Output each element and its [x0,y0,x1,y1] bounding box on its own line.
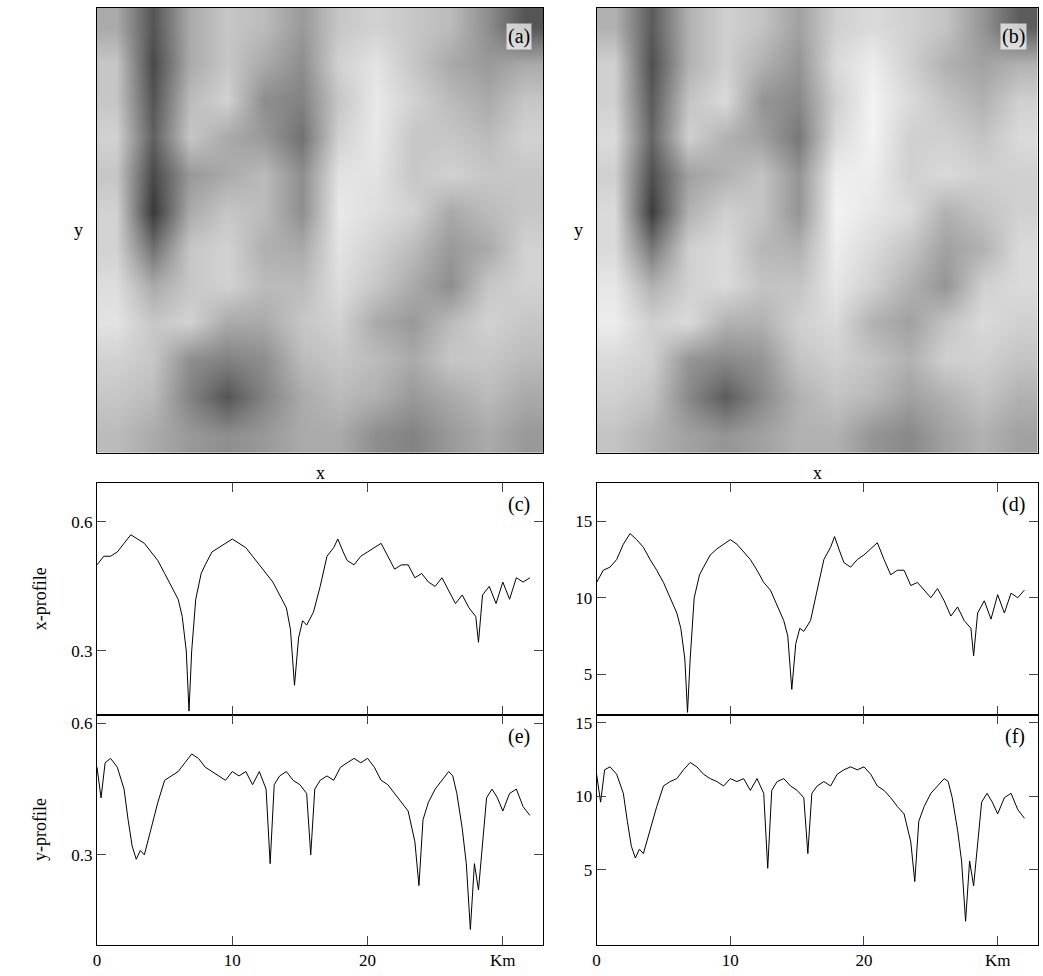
svg-text:(d): (d) [1002,493,1025,516]
svg-text:10: 10 [575,589,592,608]
svg-text:0.3: 0.3 [71,846,92,865]
svg-text:(f): (f) [1005,725,1025,748]
svg-text:(b): (b) [1002,25,1025,48]
svg-text:(e): (e) [508,725,530,748]
svg-text:(c): (c) [508,493,530,516]
svg-text:20: 20 [855,951,872,970]
svg-text:Km: Km [985,951,1011,970]
svg-text:10: 10 [224,951,241,970]
svg-text:5: 5 [584,861,593,880]
svg-text:Km: Km [490,951,515,970]
svg-text:15: 15 [575,714,592,733]
svg-text:10: 10 [575,787,592,806]
svg-text:y: y [574,220,583,240]
svg-text:15: 15 [575,512,592,531]
svg-text:0: 0 [592,951,601,970]
svg-text:(a): (a) [508,25,530,48]
svg-text:0.6: 0.6 [71,513,92,532]
svg-text:y: y [74,220,83,240]
svg-text:x: x [316,463,325,483]
svg-text:0.6: 0.6 [71,714,92,733]
svg-text:x: x [813,463,822,483]
svg-text:0: 0 [93,951,102,970]
svg-text:5: 5 [584,665,593,684]
svg-text:x-profile: x-profile [30,567,50,630]
svg-text:0.3: 0.3 [71,642,92,661]
svg-text:y-profile: y-profile [30,798,50,861]
svg-text:10: 10 [722,951,739,970]
svg-text:20: 20 [359,951,376,970]
